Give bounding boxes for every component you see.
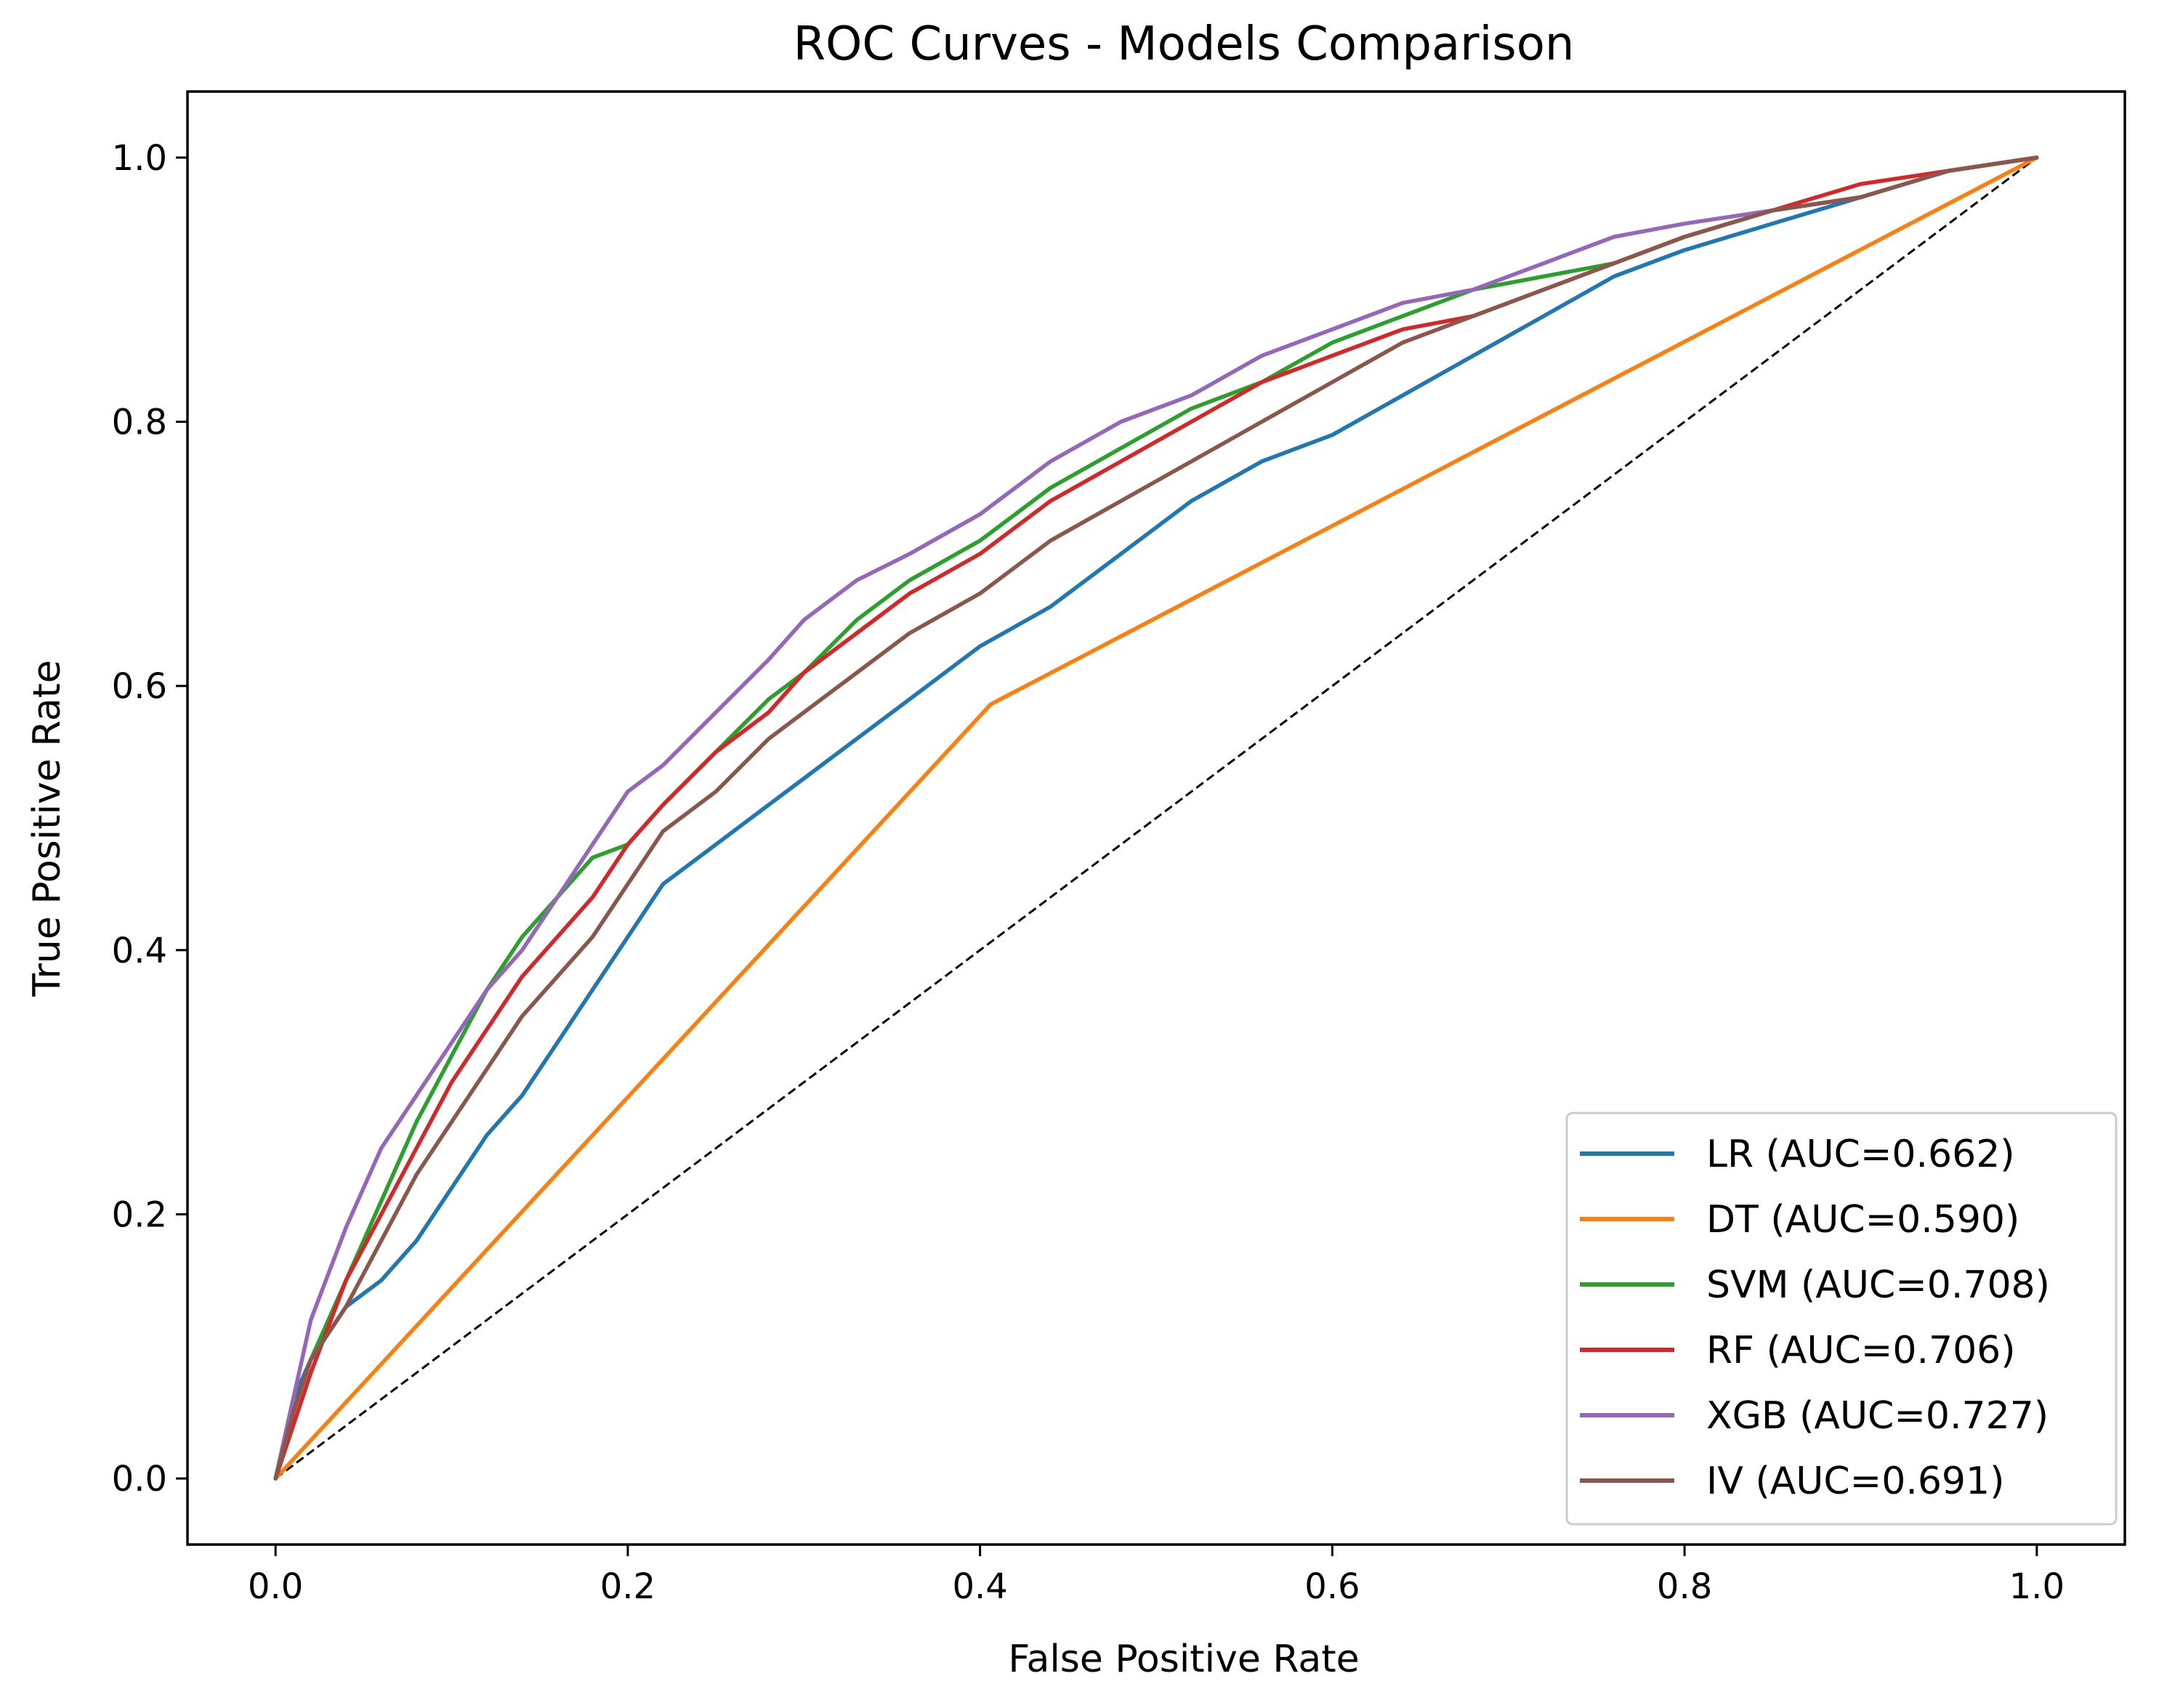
x-tick-label: 0.2 [600,1566,655,1607]
series-line-xgb [273,155,2039,1481]
legend-label: SVM (AUC=0.708) [1706,1263,2050,1307]
series-line-lr [273,155,2039,1481]
series-line-iv [273,155,2039,1481]
series-lines [273,155,2039,1481]
y-tick-label: 0.4 [112,931,167,971]
x-tick-label: 0.0 [248,1566,303,1607]
legend-label: IV (AUC=0.691) [1706,1460,2004,1503]
y-tick-label: 1.0 [112,138,167,179]
series-line-svm [273,155,2039,1481]
legend-label: XGB (AUC=0.727) [1706,1394,2049,1438]
x-tick-label: 0.4 [952,1566,1007,1607]
series-line-dt [273,155,2039,1481]
x-axis-label: False Positive Rate [1008,1638,1359,1681]
legend-label: RF (AUC=0.706) [1706,1329,2016,1372]
legend: LR (AUC=0.662) DT (AUC=0.590) SVM (AUC=0.7… [1565,1112,2118,1526]
axes-frame [186,90,2126,1546]
plot-area [273,155,2039,1481]
legend-label: LR (AUC=0.662) [1706,1133,2015,1176]
ticks: 0.0 0.2 0.4 0.6 0.8 1.0 0.0 0.2 0.4 0.6 0.8 1.0 [112,138,2065,1607]
y-tick-label: 0.8 [112,402,167,443]
y-tick-label: 0.0 [112,1459,167,1499]
chart-title: ROC Curves - Models Comparison [794,17,1575,71]
legend-label: DT (AUC=0.590) [1706,1198,2019,1242]
legend-box [1565,1112,2118,1526]
y-axis-label: True Positive Rate [25,660,69,997]
y-tick-label: 0.6 [112,666,167,707]
x-tick-label: 0.8 [1657,1566,1712,1607]
x-tick-label: 1.0 [2009,1566,2065,1607]
axes [186,90,2126,1546]
y-tick-label: 0.2 [112,1194,167,1235]
reference-line [275,156,2038,1480]
x-tick-label: 0.6 [1304,1566,1360,1607]
